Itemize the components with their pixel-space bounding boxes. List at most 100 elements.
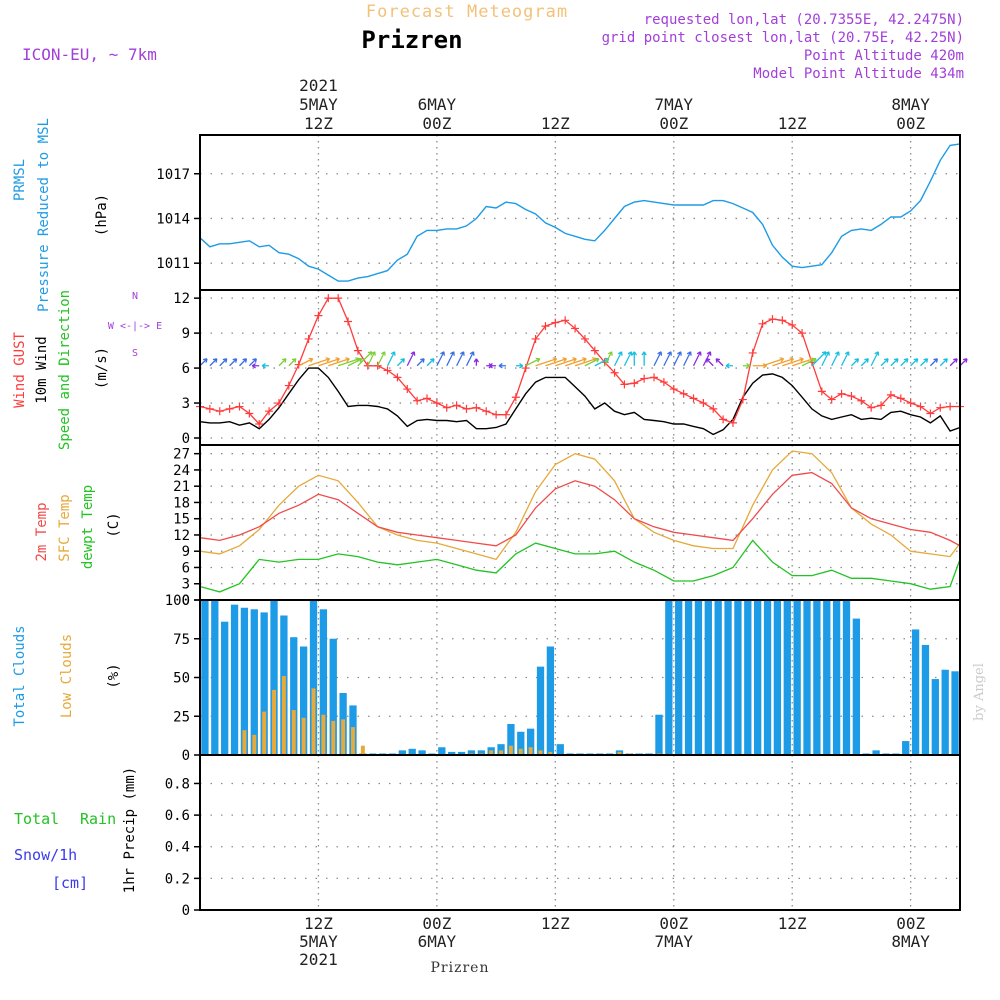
wind-direction-arrow — [821, 351, 830, 367]
low-cloud-bar — [252, 734, 257, 755]
total-cloud-bar — [921, 644, 930, 755]
wind-gust-point — [373, 361, 382, 370]
wind-direction-arrow — [890, 358, 899, 367]
wind-gust-point — [896, 394, 905, 403]
wind-gust-point — [610, 368, 619, 377]
wind-gust-label: Wind GUST — [12, 332, 28, 408]
pressure-y-axis: 1011 1014 1017 — [156, 167, 200, 272]
bottom-time-label: 5MAY — [299, 932, 338, 951]
pressure-series — [199, 143, 961, 282]
wind-direction-arrow — [564, 357, 587, 367]
total-cloud-bar — [398, 750, 406, 755]
wind-gust-point — [738, 395, 747, 404]
clouds-panel: 0 25 50 75 100 Total Clouds Low Clouds (%) b… — [12, 593, 987, 764]
precip-panel-frame — [199, 754, 961, 911]
y-tick-label: 100 — [165, 593, 190, 609]
wind-gust-point — [590, 346, 599, 355]
wind-direction-arrow — [298, 357, 314, 367]
wind-gust-point — [531, 334, 540, 343]
temp-sfc-label: SFC Temp — [57, 494, 73, 561]
clouds-series — [201, 600, 959, 755]
low-cloud-bar — [489, 750, 494, 755]
total-cloud-bar — [260, 612, 268, 755]
wind-speed-direction-label: Speed and Direction — [57, 290, 73, 450]
wind-gust-point — [304, 334, 313, 343]
wind-direction-arrow — [880, 358, 889, 367]
wind-gust-point — [659, 378, 668, 387]
low-cloud-bar — [528, 747, 533, 755]
wind-direction-arrow — [386, 351, 396, 367]
wind-gust-point — [265, 407, 274, 416]
wind-gust-point — [886, 390, 895, 399]
wind-direction-arrow — [465, 351, 475, 367]
total-cloud-bar — [951, 671, 959, 755]
pressure-panel-frame — [199, 134, 961, 291]
wind-gust-point — [492, 410, 501, 419]
wind-direction-arrow — [801, 357, 817, 367]
wind-direction-arrow — [959, 358, 968, 367]
wind-gust-point — [650, 373, 659, 382]
wind-direction-arrow — [742, 363, 751, 369]
total-cloud-bar — [457, 751, 466, 755]
wind-gust-point — [669, 385, 678, 394]
y-tick-label: 24 — [173, 463, 190, 479]
y-tick-label: 0 — [182, 431, 190, 447]
low-cloud-bar — [499, 750, 504, 755]
wind-direction-arrow — [870, 351, 880, 367]
total-cloud-bar — [931, 679, 939, 755]
wind-direction-arrow — [860, 358, 869, 367]
bottom-time-label: 00Z — [422, 914, 451, 933]
temperature-unit: (C) — [106, 512, 122, 537]
precip-snow-label: Snow/1h — [14, 846, 77, 864]
wind-direction-arrow — [209, 358, 218, 367]
wind-unit: (m/s) — [94, 347, 110, 389]
y-tick-label: 3 — [182, 577, 190, 593]
wind-gust-point — [235, 402, 244, 411]
total-cloud-bar — [438, 747, 446, 755]
wind-direction-arrow — [328, 357, 350, 367]
y-tick-label: 9 — [182, 544, 190, 560]
pressure-line — [199, 143, 961, 282]
wind-gust-point — [689, 394, 698, 403]
total-cloud-bar — [842, 600, 851, 755]
top-time-label: 12Z — [541, 114, 570, 133]
wind-direction-arrow — [673, 351, 682, 367]
wind-gust-point — [916, 402, 925, 411]
wind-gust-point — [847, 392, 856, 401]
total-clouds-label: Total Clouds — [12, 625, 28, 726]
wind-direction-arrow — [426, 358, 435, 367]
y-tick-label: 12 — [173, 528, 190, 544]
wind-gust-point — [936, 403, 945, 412]
wind-gust-point — [867, 403, 876, 412]
y-tick-label: 6 — [182, 361, 190, 377]
wind-speed-line — [199, 367, 961, 436]
wind-direction-arrow — [623, 351, 633, 367]
bottom-time-label: 12Z — [304, 914, 333, 933]
wind-direction-arrow — [498, 363, 506, 369]
wind-direction-arrow — [900, 358, 909, 367]
wind-gust-point — [403, 385, 412, 394]
model-altitude: Model Point Altitude 434m — [753, 66, 964, 82]
wind-direction-arrow — [219, 358, 228, 367]
precip-panel: 0 0.2 0.4 0.6 0.8 Total Rain Snow/1h [cm] 1h… — [14, 754, 961, 919]
wind-direction-arrow — [545, 357, 567, 367]
wind-direction-arrow — [850, 358, 860, 367]
wind-gust-point — [827, 395, 836, 404]
wind-gust-point — [748, 348, 757, 357]
wind-direction-arrow — [663, 351, 672, 367]
total-cloud-bar — [250, 609, 258, 755]
total-cloud-bar — [675, 600, 683, 755]
bottom-time-label: 7MAY — [655, 932, 694, 951]
y-tick-label: 0 — [182, 903, 190, 919]
wind-gust-point — [472, 403, 481, 412]
total-cloud-bar — [704, 600, 712, 755]
wind-direction-arrow — [715, 358, 724, 367]
low-cloud-bar — [242, 730, 247, 755]
wind-direction-arrow — [584, 357, 600, 367]
y-tick-label: 15 — [173, 512, 190, 528]
y-tick-label: 0.2 — [165, 871, 190, 887]
precip-grid — [200, 755, 960, 911]
wind-gust-point — [857, 396, 866, 405]
wind-gust-point — [709, 404, 718, 413]
top-time-label: 2021 — [299, 76, 338, 95]
